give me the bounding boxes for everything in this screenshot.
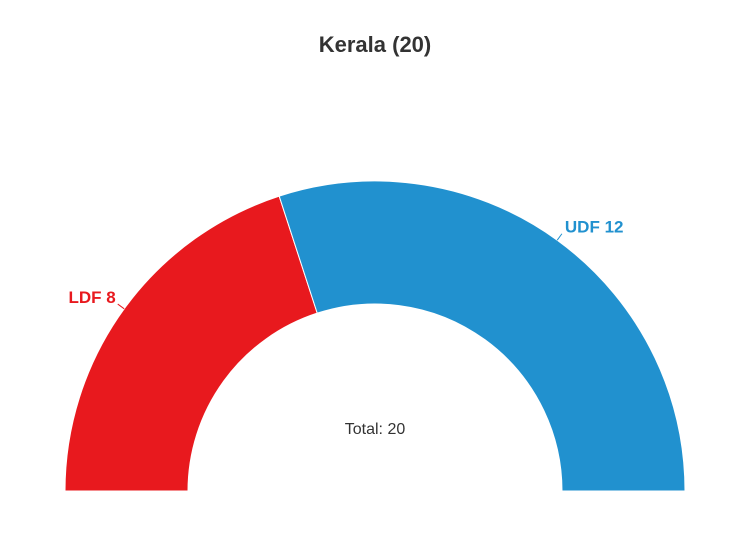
center-total-label: Total: 20 [345,421,406,438]
chart-segments [64,180,686,492]
segment-ldf[interactable] [64,195,318,492]
connector-ldf [117,303,125,310]
connector-udf [556,233,563,241]
segment-udf[interactable] [278,180,686,492]
chart-data-labels: LDF 8 UDF 12 [68,218,624,310]
data-label-udf: UDF 12 [565,218,624,237]
data-label-ldf: LDF 8 [68,288,115,307]
chart-title: Kerala (20) [319,32,432,57]
